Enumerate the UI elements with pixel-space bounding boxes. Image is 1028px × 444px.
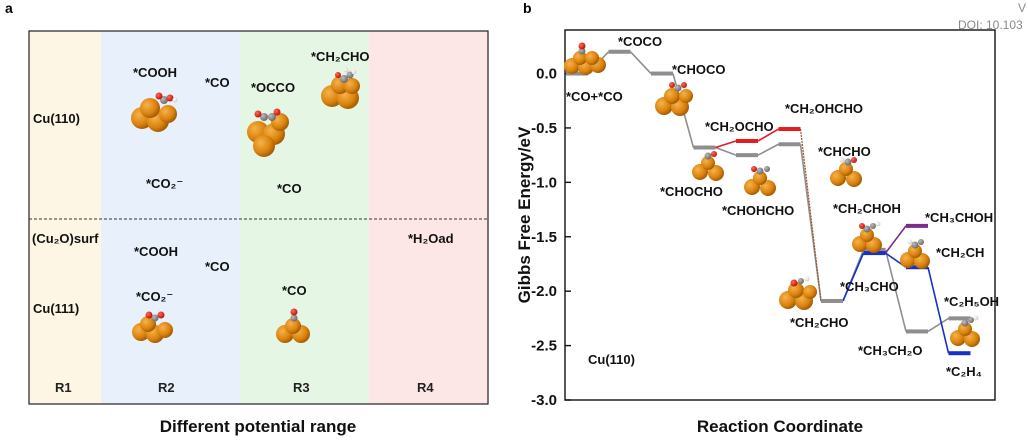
step-label-ch2ocho: *CH₂OCHO [705,119,774,134]
panel-a-xlabel: Different potential range [160,417,356,436]
label-h2o-ad: *H₂Oad [408,231,454,246]
y-tick-label: -1.0 [531,174,557,191]
watermark-doi: DOI: 10.103 [958,18,1023,32]
step-label-c2h4: *C₂H₄ [946,364,982,379]
label-co-110-r2: *CO [205,75,230,90]
connector-13-14 [927,317,949,333]
label-cooh-111: *COOH [134,244,178,259]
energy-level-4 [736,139,758,143]
x-axis-title: Reaction Coordinate [697,417,863,436]
label-cooh-110: *COOH [133,65,177,80]
y-tick-label: -0.5 [531,120,557,137]
connector-9-13 [884,249,907,332]
y-axis: 0.0 -0.5 -1.0 -1.5 -2.0 -2.5 -3.0 [531,66,571,409]
cluster-cooh-110 [131,92,178,132]
energy-level-13 [906,329,928,334]
cluster-ch2choh-b [852,221,882,253]
label-co-111-r2: *CO [205,259,230,274]
connector-3-5 [715,146,737,156]
zone-label-r3: R3 [293,380,310,395]
step-label-chococo: *CHOCO [672,62,725,77]
chart-annotation-cu110: Cu(110) [588,352,635,367]
panel-b-axes-frame [564,29,996,401]
step-label-chohcho: *CHOHCHO [722,203,794,218]
label-occo: *OCCO [251,80,295,95]
connector-5-7 [757,143,779,156]
connector-8-10 [842,252,865,302]
energy-level-2 [651,71,673,76]
panel-a-label: a [5,0,13,16]
energy-level-3 [693,145,716,150]
label-co-111-r3: *CO [282,283,307,298]
step-label-co-co: *CO+*CO [566,89,623,104]
watermark-v: V [1018,1,1026,15]
cluster-chococo-b [655,82,693,116]
step-label-ch3choh: *CH₃CHOH [925,210,993,225]
connector-red-to-ch2cho [799,128,822,302]
step-label-ch2ohcho: *CH₂OHCHO [785,101,863,116]
energy-level-0 [566,71,588,76]
panel-a-frame [28,30,489,405]
energy-level-5 [736,153,758,158]
zone-label-r4: R4 [417,380,434,395]
cluster-co-co-b [564,42,606,75]
step-label-chocho: *CHOCHO [660,184,723,199]
cluster-ch3choh-b [900,239,930,269]
step-label-ch2choh: *CH₂CHOH [833,201,901,216]
cluster-c2h5oh-b [950,315,980,347]
cluster-occo [247,108,289,157]
label-co-110-r3: *CO [277,181,302,196]
step-label-ch2cho: *CH₂CHO [790,315,849,330]
step-label-coco: *COCO [618,34,662,49]
connector-4-6 [757,128,779,142]
y-tick-label: -2.0 [531,283,557,300]
energy-level-14 [948,316,971,321]
step-label-c2h5oh: *C₂H₅OH [944,294,999,309]
connector-12-15 [927,267,950,354]
zone-label-r1: R1 [55,380,72,395]
panel-b-label: b [523,0,532,16]
cluster-chocho-b [692,151,724,181]
step-label-ch2ch: *CH₂CH [936,245,984,260]
energy-level-15 [948,351,971,356]
cluster-chcho-b [830,157,862,187]
connector-10-11 [884,225,907,254]
zone-r2 [101,31,240,404]
y-tick-label: -1.5 [531,229,557,246]
cluster-chohcho-b [744,166,776,196]
energy-level-1 [608,49,631,54]
cluster-ch2cho-b [779,276,817,310]
connector-1-2 [629,51,652,75]
potential-zones [29,31,488,404]
y-axis-title: Gibbs Free Energy/eV [515,126,534,303]
energy-level-11 [906,223,928,228]
energy-level-8 [821,298,843,303]
y-tick-label: -2.5 [531,338,557,355]
step-connectors [587,51,950,354]
cluster-ch2cho-a [321,67,360,109]
energy-level-10 [863,251,886,256]
connector-3-4 [715,140,737,149]
y-tick-label: 0.0 [536,66,557,83]
label-co2-111: *CO₂⁻ [136,289,173,304]
step-label-chcho: *CHCHO [818,144,871,159]
zone-r1 [29,31,101,404]
cluster-co2-111 [132,311,173,343]
step-label-ch3cho: *CH₃CHO [840,279,899,294]
zone-label-r2: R2 [158,380,175,395]
label-ch2cho-a: *CH₂CHO [311,49,370,64]
step-label-ch3ch2o: *CH₃CH₂O [858,343,923,358]
cluster-co-111 [276,308,310,343]
energy-level-6 [778,127,801,132]
row-label-cu110: Cu(110) [33,111,80,126]
row-label-cu111: Cu(111) [33,301,79,316]
zone-r4 [369,31,488,404]
label-co2-110: *CO₂⁻ [146,176,183,191]
energy-level-7 [778,142,801,147]
y-tick-label: -3.0 [531,392,557,409]
connector-7-8 [799,144,822,302]
label-cu2o: (Cu₂O)surf [32,231,99,246]
